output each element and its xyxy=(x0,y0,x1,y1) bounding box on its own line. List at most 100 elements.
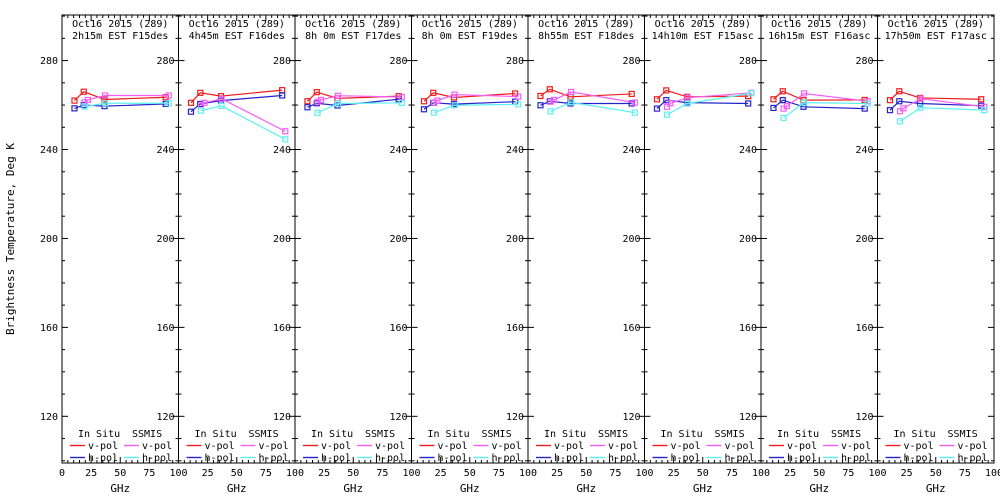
x-tick-label: 50 xyxy=(464,468,476,479)
y-tick-label: 200 xyxy=(389,234,407,245)
data-point-ssmis-v-pol xyxy=(102,92,109,99)
y-tick-label: 200 xyxy=(739,234,757,245)
data-point-ssmis-v-pol xyxy=(165,92,172,99)
data-point-in-situ-v-pol xyxy=(546,86,553,93)
data-point-in-situ-h-pol xyxy=(304,104,311,111)
data-point-ssmis-h-pol xyxy=(801,99,808,106)
legend-header-ssmis: SSMIS xyxy=(598,429,628,440)
data-point-in-situ-v-pol xyxy=(886,97,894,104)
series-line-in-situ-v-pol xyxy=(307,91,399,102)
legend-label-in-situ-h-pol: h-pol xyxy=(787,453,817,464)
series-line-ssmis-h-pol xyxy=(550,101,635,114)
data-point-in-situ-v-pol xyxy=(313,89,320,96)
panel-title-pass: 16h15m EST F16asc xyxy=(768,31,870,42)
x-tick-label: 75 xyxy=(493,468,505,479)
legend-header-ssmis: SSMIS xyxy=(482,429,512,440)
y-tick-label: 280 xyxy=(156,56,174,67)
data-point-ssmis-v-pol xyxy=(451,91,458,98)
data-point-in-situ-h-pol xyxy=(420,106,428,113)
legend-label-in-situ-h-pol: h-pol xyxy=(671,453,701,464)
y-tick-label: 160 xyxy=(40,323,58,334)
x-tick-label: 25 xyxy=(784,468,796,479)
series-line-ssmis-v-pol xyxy=(84,94,169,103)
data-point-ssmis-v-pol xyxy=(900,105,907,112)
y-axis-title: Brightness Temperature, Deg K xyxy=(4,143,17,335)
legend-label-ssmis-h-pol: h-pol xyxy=(958,453,988,464)
data-point-ssmis-h-pol xyxy=(398,99,405,106)
series-line-ssmis-h-pol xyxy=(433,103,519,114)
legend-label-ssmis-v-pol: v-pol xyxy=(608,441,638,452)
data-point-ssmis-v-pol xyxy=(917,95,924,102)
y-tick-label: 240 xyxy=(156,145,174,156)
data-point-ssmis-v-pol xyxy=(515,93,522,100)
legend-label-ssmis-v-pol: v-pol xyxy=(142,441,172,452)
data-point-in-situ-h-pol xyxy=(71,105,78,112)
x-tick-label: 75 xyxy=(260,468,272,479)
data-point-ssmis-h-pol xyxy=(515,101,522,108)
y-tick-label: 120 xyxy=(40,412,58,423)
series-line-ssmis-h-pol xyxy=(783,101,868,119)
data-point-ssmis-h-pol xyxy=(430,109,438,116)
data-point-in-situ-v-pol xyxy=(896,88,903,95)
series-line-ssmis-v-pol xyxy=(550,91,635,104)
data-point-in-situ-v-pol xyxy=(537,92,544,100)
x-tick-label: 75 xyxy=(959,468,971,479)
y-tick-label: 280 xyxy=(40,56,58,67)
data-point-in-situ-h-pol xyxy=(653,105,661,112)
y-tick-label: 200 xyxy=(156,234,174,245)
legend-label-ssmis-v-pol: v-pol xyxy=(841,441,871,452)
y-tick-label: 240 xyxy=(622,145,640,156)
y-tick-label: 240 xyxy=(273,145,291,156)
panel-title-pass: 4h45m EST F16des xyxy=(189,31,285,42)
legend-label-in-situ-h-pol: h-pol xyxy=(205,453,235,464)
data-point-in-situ-v-pol xyxy=(653,96,661,103)
x-tick-label: 50 xyxy=(930,468,942,479)
x-tick-label: 25 xyxy=(202,468,214,479)
panel-7: 25 50 75 100 120 160 200 240 280 Oct16 2015 (289)… xyxy=(739,14,887,495)
data-point-ssmis-v-pol xyxy=(663,103,671,110)
x-axis-unit-label: GHz xyxy=(693,482,713,495)
panel-4: 25 50 75 100 120 160 200 240 280 Oct16 2015 (289)… xyxy=(389,14,537,495)
panel-title-pass: 8h 0m EST F17des xyxy=(305,31,401,42)
y-tick-label: 280 xyxy=(855,56,873,67)
panel-border xyxy=(877,14,995,464)
data-point-ssmis-h-pol xyxy=(102,100,109,107)
x-tick-label: 75 xyxy=(609,468,621,479)
series-line-in-situ-h-pol xyxy=(423,101,516,110)
data-point-ssmis-h-pol xyxy=(631,109,638,116)
x-tick-label: 50 xyxy=(697,468,709,479)
panel-1: 0 25 50 75 100 120 160 200 240 280 Oct16 2015 (289… xyxy=(40,14,188,495)
x-tick-label: 100 xyxy=(635,468,653,479)
panel-title-date: Oct16 2015 (289) xyxy=(888,19,984,30)
data-point-ssmis-v-pol xyxy=(631,99,638,106)
x-tick-label: 100 xyxy=(519,468,537,479)
series-line-in-situ-h-pol xyxy=(540,100,632,106)
data-point-in-situ-h-pol xyxy=(313,100,320,107)
x-tick-label: 50 xyxy=(580,468,592,479)
panel-title-date: Oct16 2015 (289) xyxy=(655,19,751,30)
data-point-ssmis-v-pol xyxy=(398,93,405,101)
x-tick-label: 100 xyxy=(286,468,304,479)
legend-label-ssmis-h-pol: h-pol xyxy=(259,453,289,464)
panel-title-date: Oct16 2015 (289) xyxy=(72,19,168,30)
y-tick-label: 160 xyxy=(739,323,757,334)
x-tick-label: 25 xyxy=(901,468,913,479)
x-tick-label: 25 xyxy=(551,468,563,479)
x-tick-label: 100 xyxy=(752,468,770,479)
series-line-in-situ-h-pol xyxy=(889,100,982,111)
panel-title-date: Oct16 2015 (289) xyxy=(538,19,634,30)
data-point-ssmis-h-pol xyxy=(314,109,321,116)
legend-header-ssmis: SSMIS xyxy=(948,429,978,440)
legend-label-in-situ-v-pol: v-pol xyxy=(321,441,351,452)
legend-label-ssmis-h-pol: h-pol xyxy=(142,453,172,464)
legend-header-in-situ: In Situ xyxy=(544,429,586,440)
x-tick-label: 0 xyxy=(59,468,65,479)
panel-3: 25 50 75 100 120 160 200 240 280 Oct16 2015 (289)… xyxy=(273,14,421,495)
panel-5: 25 50 75 100 120 160 200 240 280 Oct16 2015 (289)… xyxy=(506,14,654,495)
data-point-in-situ-v-pol xyxy=(187,99,195,106)
series-line-ssmis-h-pol xyxy=(899,107,985,122)
data-point-ssmis-h-pol xyxy=(981,107,988,114)
y-tick-label: 160 xyxy=(156,323,174,334)
data-point-ssmis-v-pol xyxy=(84,96,92,104)
